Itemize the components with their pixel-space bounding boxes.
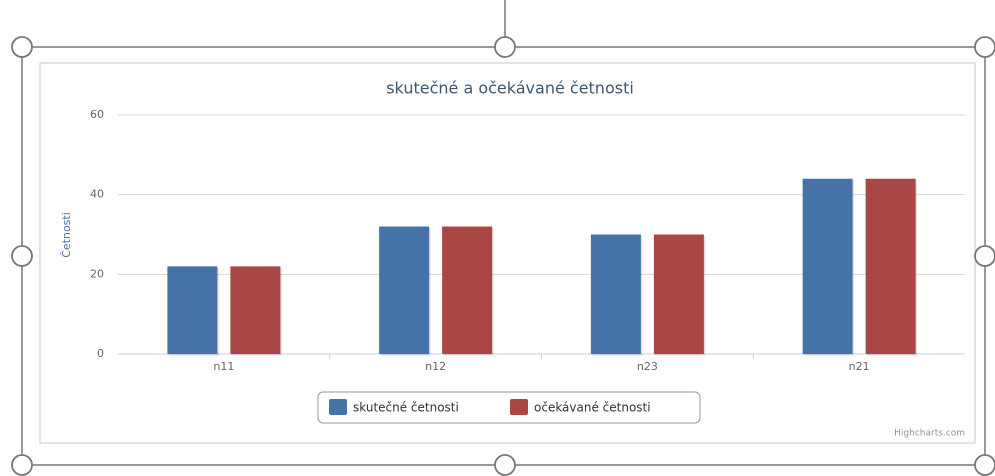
x-tick-label: n23 bbox=[637, 360, 658, 373]
chart-title: skutečné a očekávané četnosti bbox=[386, 79, 634, 98]
bar bbox=[865, 178, 916, 354]
bar bbox=[590, 234, 641, 354]
bar bbox=[230, 266, 281, 354]
bar bbox=[653, 234, 704, 354]
handle[interactable] bbox=[974, 36, 995, 58]
plot: 0 20 40 60 n11 n12 n23 n21 skutečné četnosti oček… bbox=[90, 108, 965, 415]
legend-label: skutečné četnosti bbox=[353, 401, 459, 415]
y-tick-label: 0 bbox=[97, 347, 104, 360]
y-tick-label: 40 bbox=[90, 188, 104, 201]
bar bbox=[442, 226, 493, 354]
handle[interactable] bbox=[11, 454, 33, 476]
legend-swatch bbox=[329, 399, 347, 415]
handle[interactable] bbox=[494, 36, 516, 58]
y-tick-label: 60 bbox=[90, 108, 104, 121]
x-tick-label: n11 bbox=[213, 360, 234, 373]
handle[interactable] bbox=[974, 454, 995, 476]
handle[interactable] bbox=[11, 245, 33, 267]
x-tick-label: n12 bbox=[425, 360, 446, 373]
handle[interactable] bbox=[11, 36, 33, 58]
handle[interactable] bbox=[494, 454, 516, 476]
x-tick-label: n21 bbox=[849, 360, 870, 373]
bar bbox=[167, 266, 218, 354]
y-tick-label: 20 bbox=[90, 267, 104, 280]
y-axis-label: Četnosti bbox=[60, 212, 73, 258]
credit: Highcharts.com bbox=[894, 429, 965, 439]
handle[interactable] bbox=[974, 245, 995, 267]
legend-label: očekávané četnosti bbox=[534, 401, 651, 415]
legend-box bbox=[317, 391, 701, 424]
handles bbox=[11, 36, 995, 476]
bar bbox=[379, 226, 430, 354]
legend-swatch bbox=[510, 399, 528, 415]
bar bbox=[802, 178, 853, 354]
